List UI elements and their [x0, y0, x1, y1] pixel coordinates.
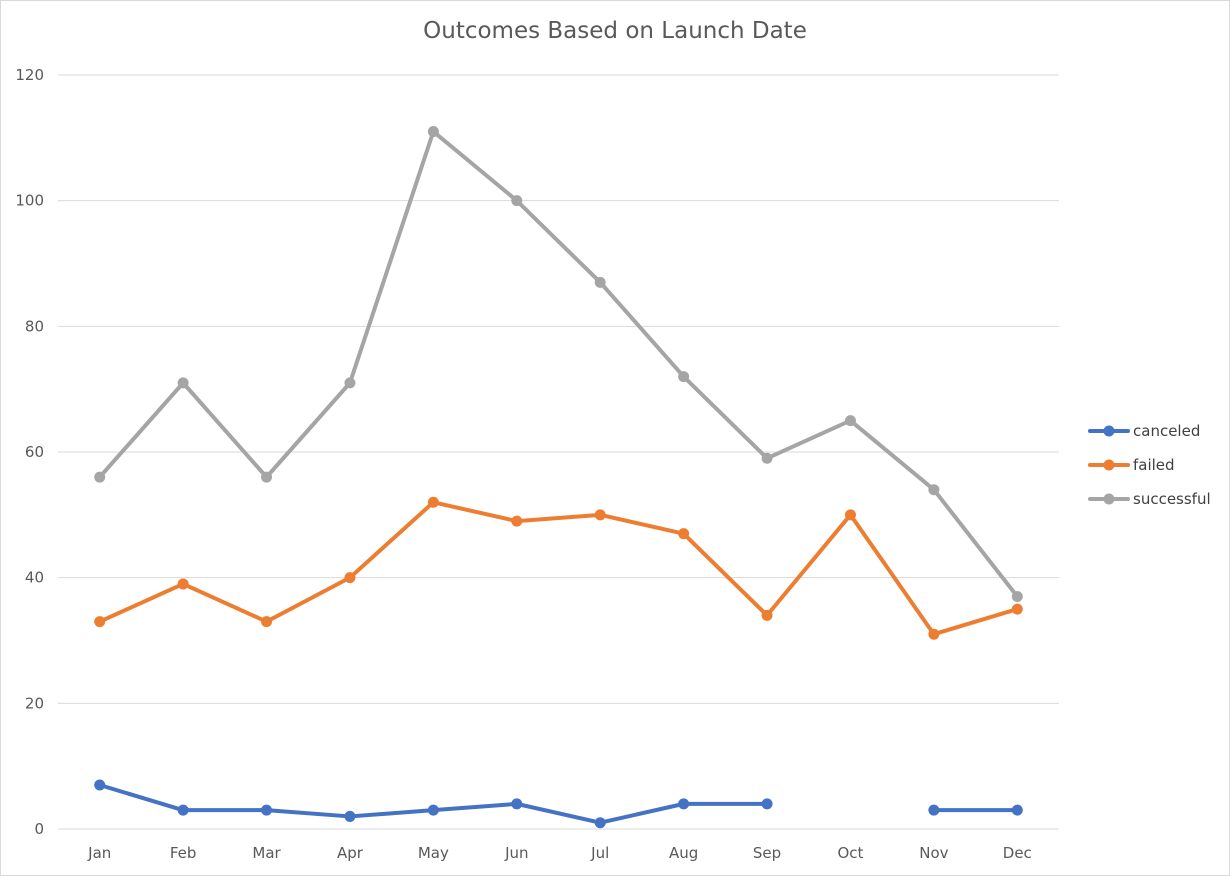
y-tick-label: 120 — [15, 66, 44, 84]
x-tick-label: Feb — [170, 844, 197, 862]
y-tick-label: 60 — [25, 443, 44, 461]
data-point — [94, 471, 106, 483]
x-tick-label: Jun — [504, 844, 528, 862]
data-point — [1011, 603, 1023, 615]
data-point — [594, 276, 606, 288]
data-point — [177, 377, 189, 389]
series-lines — [94, 126, 1023, 829]
data-point — [928, 484, 940, 496]
data-point — [511, 515, 523, 527]
data-point — [344, 572, 356, 584]
chart-title: Outcomes Based on Launch Date — [423, 18, 807, 44]
x-tick-label: Jul — [590, 844, 609, 862]
data-point — [761, 452, 773, 464]
data-point — [427, 496, 439, 508]
x-tick-label: Oct — [837, 844, 863, 862]
legend-item-canceled: canceled — [1088, 422, 1200, 440]
y-tick-label: 0 — [34, 820, 44, 838]
data-point — [928, 628, 940, 640]
data-point — [427, 804, 439, 816]
data-point — [344, 377, 356, 389]
x-tick-label: Nov — [919, 844, 948, 862]
data-point — [678, 798, 690, 810]
y-tick-label: 20 — [25, 694, 44, 712]
x-axis-labels: Jan Feb Mar Apr May Jun Jul Aug Sep Oct Nov Dec — [87, 844, 1032, 862]
y-tick-label: 100 — [15, 192, 44, 210]
data-point — [261, 804, 273, 816]
data-point — [844, 509, 856, 521]
data-point — [427, 126, 439, 138]
legend-swatch-marker — [1103, 425, 1115, 437]
legend-label: canceled — [1133, 422, 1200, 440]
data-point — [261, 471, 273, 483]
data-point — [511, 798, 523, 810]
y-tick-label: 40 — [25, 569, 44, 587]
data-point — [928, 804, 940, 816]
data-point — [1011, 804, 1023, 816]
data-point — [761, 609, 773, 621]
x-tick-label: Sep — [753, 844, 781, 862]
data-point — [594, 817, 606, 829]
y-tick-label: 80 — [25, 317, 44, 335]
legend-item-successful: successful — [1088, 490, 1211, 508]
data-point — [177, 804, 189, 816]
x-tick-label: Jan — [87, 844, 111, 862]
data-point — [594, 509, 606, 521]
legend-swatch-marker — [1103, 493, 1115, 505]
data-point — [94, 779, 106, 791]
data-point — [261, 616, 273, 628]
data-point — [94, 616, 106, 628]
gridlines — [58, 74, 1059, 830]
data-point — [844, 415, 856, 427]
x-tick-label: May — [418, 844, 449, 862]
data-point — [678, 528, 690, 540]
data-point — [344, 810, 356, 822]
legend-label: successful — [1133, 490, 1211, 508]
legend-label: failed — [1133, 456, 1175, 474]
series-failed — [94, 496, 1023, 640]
series-line — [97, 783, 770, 825]
legend-item-failed: failed — [1088, 456, 1175, 474]
series-canceled — [94, 779, 1023, 829]
legend-swatch-marker — [1103, 459, 1115, 471]
x-tick-label: Aug — [669, 844, 698, 862]
data-point — [511, 195, 523, 207]
data-point — [177, 578, 189, 590]
series-line — [97, 500, 1020, 637]
y-axis-labels: 0 20 40 60 80 100 120 — [15, 66, 44, 838]
data-point — [678, 371, 690, 383]
data-point — [1011, 591, 1023, 603]
series-line — [97, 129, 1020, 599]
data-point — [761, 798, 773, 810]
series-successful — [94, 126, 1023, 603]
x-tick-label: Apr — [337, 844, 364, 862]
x-tick-label: Dec — [1003, 844, 1032, 862]
legend: canceled failed successful — [1088, 422, 1211, 508]
x-tick-label: Mar — [252, 844, 281, 862]
